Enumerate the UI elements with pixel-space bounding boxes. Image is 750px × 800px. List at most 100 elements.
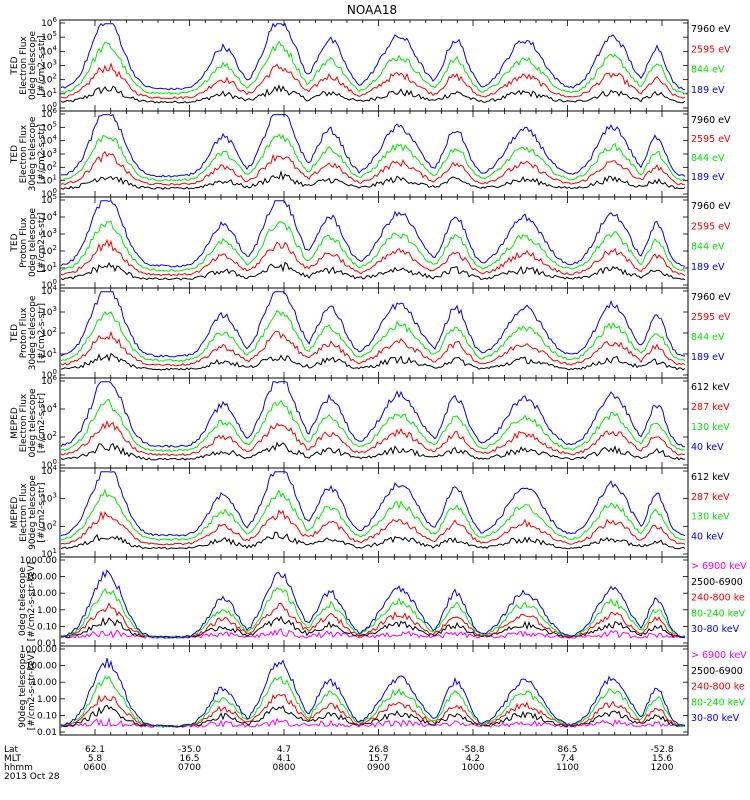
x-tick-label-hhmm: 1200 — [651, 763, 674, 773]
y-axis-label-line: 0deg telescope — [28, 388, 38, 458]
y-tick-label: 102 — [41, 326, 57, 339]
x-axis-row-label: hhmm — [4, 763, 33, 773]
x-tick-label-mlt: 4.2 — [466, 754, 480, 764]
panel-3: 100 101 102 103 104 105 TED Proton Flux 0deg tel… — [10, 193, 731, 291]
legend-entry: 240-800 ke — [691, 593, 745, 604]
y-axis-label-line: [#/cm2-s-str] — [37, 303, 47, 363]
panel-frame — [59, 556, 689, 647]
series-trace-287-kev — [60, 419, 686, 457]
legend-entry: 240-800 ke — [691, 682, 745, 693]
x-tick-label-mlt: 5.8 — [88, 754, 103, 764]
y-tick-label: 101 — [41, 87, 57, 100]
y-axis-label-line: Electron Flux — [19, 393, 29, 452]
x-tick-label-mlt: 15.7 — [368, 754, 388, 764]
legend-entry: 130 keV — [691, 512, 730, 523]
legend-entry: 189 eV — [691, 352, 725, 363]
legend-entry: 40 keV — [691, 531, 724, 542]
legend-entry: 80-240 keV — [691, 608, 746, 619]
y-tick-label: 104 — [41, 464, 57, 477]
y-tick-label: 103 — [41, 305, 57, 318]
series-trace-30-80-kev — [60, 657, 686, 728]
series-trace-130-kev — [60, 488, 686, 542]
y-tick-label: 0.10 — [37, 711, 57, 721]
y-tick-label: 102 — [41, 519, 57, 532]
series-trace-30-80-kev — [60, 569, 686, 639]
series-trace-7960-ev — [60, 84, 686, 104]
y-tick-label: 0.01 — [37, 639, 57, 649]
legend-entry: 189 eV — [691, 262, 725, 273]
legend-entry: 287 keV — [691, 402, 730, 413]
y-tick-label: 100.00 — [26, 573, 58, 583]
y-axis-label-line: TED — [10, 324, 20, 343]
y-axis-label-line: 90deg telescope — [28, 475, 38, 550]
y-tick-label: 1000.00 — [20, 556, 57, 566]
legend-entry: 80-240 keV — [691, 697, 746, 708]
panel-6: 101 102 103 104 MEPED Electron Flux 90deg tele… — [10, 464, 730, 560]
legend-entry: 130 keV — [691, 422, 730, 433]
y-axis-label-line: 0deg telescope — [28, 31, 38, 101]
x-tick-label-hhmm: 0600 — [84, 763, 107, 773]
y-tick-label: 103 — [41, 227, 57, 240]
x-tick-label-lat: 62.1 — [85, 745, 105, 755]
y-tick-label: 102 — [41, 244, 57, 257]
x-tick-label-hhmm: 1100 — [556, 763, 579, 773]
series-trace-189-ev — [60, 113, 686, 178]
y-tick-label: 103 — [41, 147, 57, 160]
legend-entry: 612 keV — [691, 472, 730, 483]
y-axis-label-line: MEPED — [10, 497, 20, 529]
x-tick-label-lat: -35.0 — [178, 745, 202, 755]
legend-entry: 30-80 keV — [691, 713, 740, 724]
legend-entry: 30-80 keV — [691, 624, 740, 635]
plot-title: NOAA18 — [347, 3, 397, 17]
series-trace-2500-6900 — [60, 615, 686, 639]
y-axis-label-line: TED — [10, 233, 20, 252]
panel-5: 100 102 104 106 MEPED Electron Flux 0deg teles… — [10, 374, 730, 471]
y-axis-label-line: Electron Flux — [19, 36, 29, 95]
y-axis-label-line: [#/cm2-s-str] — [37, 212, 47, 272]
y-axis-label-line: 0deg telescope — [28, 208, 38, 278]
series-trace-612-kev — [60, 531, 686, 550]
legend-entry: 189 eV — [691, 172, 725, 183]
y-tick-label: 101 — [41, 261, 57, 274]
y-axis-label-line: 0deg telescope — [18, 567, 28, 637]
y-tick-label: 106 — [41, 374, 57, 387]
y-tick-label: 1.00 — [37, 695, 57, 705]
series-trace-40-kev — [60, 471, 686, 537]
y-tick-label: 106 — [41, 107, 57, 120]
series-trace-80-240-kev — [60, 586, 686, 639]
y-axis-label-line: 90deg telescope — [18, 653, 28, 728]
legend-entry: 2500-6900 — [691, 577, 743, 588]
x-axis-date: 2013 Oct 28 — [4, 772, 60, 782]
y-tick-label: 103 — [41, 59, 57, 72]
x-tick-label-hhmm: 0700 — [178, 763, 201, 773]
y-tick-label: 100 — [41, 278, 57, 291]
series-trace-844-ev — [60, 309, 686, 362]
x-axis-row-label: MLT — [4, 754, 22, 764]
legend-entry: > 6900 keV — [691, 650, 747, 661]
legend-entry: 612 keV — [691, 382, 730, 393]
y-axis-label-line: MEPED — [10, 407, 20, 439]
y-tick-label: 100.00 — [26, 662, 58, 672]
x-tick-label-hhmm: 0800 — [273, 763, 296, 773]
x-axis-row-label: Lat — [4, 745, 19, 755]
series-trace-7960-ev — [60, 352, 686, 371]
y-tick-label: 1000.00 — [20, 645, 57, 655]
legend-entry: 844 eV — [691, 242, 725, 253]
series-trace-189-ev — [60, 22, 686, 91]
x-tick-label-mlt: 15.6 — [652, 754, 672, 764]
panel-frame — [59, 645, 689, 736]
y-tick-label: 105 — [41, 30, 57, 43]
legend-entry: 2595 eV — [691, 312, 731, 323]
y-tick-label: 106 — [41, 16, 57, 29]
series-trace-844-ev — [60, 133, 686, 182]
x-tick-label-lat: 26.8 — [368, 745, 388, 755]
legend-entry: 844 eV — [691, 332, 725, 343]
legend-entry: 2500-6900 — [691, 666, 743, 677]
y-tick-label: 101 — [41, 347, 57, 360]
y-tick-label: 0.10 — [37, 622, 57, 632]
